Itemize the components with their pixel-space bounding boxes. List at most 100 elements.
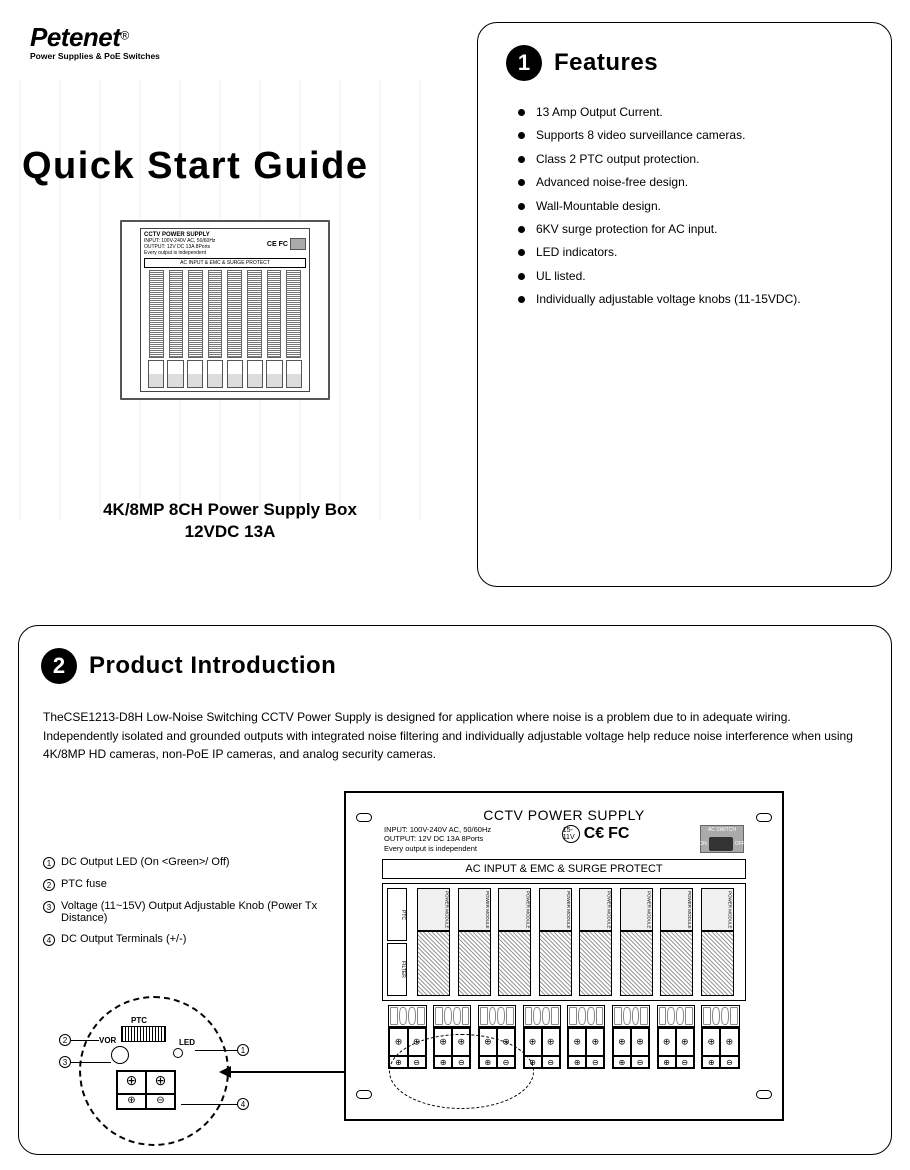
subtitle-block: 4K/8MP 8CH Power Supply Box 12VDC 13A: [30, 500, 430, 542]
term-cell-item: ⊕⊖: [701, 1005, 739, 1069]
feature-item: UL listed.: [518, 269, 801, 283]
brand-registered: ®: [120, 29, 129, 43]
filter-filter: FILTER: [387, 943, 407, 996]
mod-item: [208, 270, 223, 358]
callout-item: 1DC Output LED (On <Green>/ Off): [43, 856, 343, 869]
detail-led-block: [173, 1048, 183, 1058]
knob-range-icon: 15-11V: [562, 825, 580, 843]
feature-item: Advanced noise-free design.: [518, 175, 801, 189]
mini-terminals: [144, 360, 306, 388]
mount-hole: [356, 813, 372, 822]
feature-item: Class 2 PTC output protection.: [518, 152, 801, 166]
pm-item: POWER MODULE: [701, 888, 734, 996]
mount-hole: [756, 813, 772, 822]
mini-switch: [290, 238, 306, 250]
callout-number: 3: [43, 901, 55, 913]
features-header: 1 Features: [506, 45, 658, 81]
subtitle-line2: 12VDC 13A: [30, 522, 430, 542]
pm-item: POWER MODULE: [458, 888, 491, 996]
brand-tagline: Power Supplies & PoE Switches: [30, 51, 160, 61]
ce-mark: C€: [584, 825, 604, 843]
detail-vor-knob: [111, 1046, 129, 1064]
mini-modules: [144, 270, 306, 358]
feature-item: LED indicators.: [518, 245, 801, 259]
mod-item: [247, 270, 262, 358]
mini-spec3: Every output is independent: [144, 250, 215, 256]
fc-mark: FC: [608, 825, 629, 843]
section-number-2: 2: [41, 648, 77, 684]
detail-label-vor: VOR: [99, 1036, 116, 1045]
detail-zoom-circle: PTC VOR LED ⊕⊕ ⊕⊖ 2 3 1 4: [79, 996, 229, 1146]
features-title: Features: [554, 49, 658, 77]
term-item: [286, 360, 302, 388]
detail-ptc-block: [121, 1026, 166, 1042]
device-spec-output: OUTPUT: 12V DC 13A 8Ports: [384, 834, 491, 843]
feature-item: Individually adjustable voltage knobs (1…: [518, 292, 801, 306]
term-cell-item: ⊕⊖: [523, 1005, 561, 1069]
detail-label-led: LED: [179, 1038, 195, 1047]
pm-item: POWER MODULE: [660, 888, 693, 996]
term-cell-item: ⊕⊖: [657, 1005, 695, 1069]
term-item: [266, 360, 282, 388]
term-cell-item: ⊕⊖: [478, 1005, 516, 1069]
subtitle-line1: 4K/8MP 8CH Power Supply Box: [30, 500, 430, 520]
pointer-3: 3: [59, 1056, 71, 1068]
device-protect-bar: AC INPUT & EMC & SURGE PROTECT: [382, 859, 746, 879]
detail-terminal-block: ⊕⊕ ⊕⊖: [116, 1070, 176, 1110]
switch-rocker: [709, 837, 733, 851]
mount-hole: [356, 1090, 372, 1099]
callout-number: 2: [43, 879, 55, 891]
pointer-2: 2: [59, 1034, 71, 1046]
switch-on: ON: [699, 841, 707, 847]
pm-item: POWER MODULE: [417, 888, 450, 996]
pointer-4: 4: [237, 1098, 249, 1110]
intro-title: Product Introduction: [89, 652, 336, 680]
device-spec-input: INPUT: 100V-240V AC, 50/60Hz: [384, 825, 491, 834]
term-cell-item: ⊕⊖: [612, 1005, 650, 1069]
callout-number: 4: [43, 934, 55, 946]
device-mini: CCTV POWER SUPPLY INPUT: 100V-240V AC, 5…: [140, 228, 310, 392]
terminal-row: ⊕⊖⊕⊖⊕⊖⊕⊖⊕⊖⊕⊖⊕⊖⊕⊖: [382, 1001, 746, 1069]
term-item: [227, 360, 243, 388]
feature-item: 6KV surge protection for AC input.: [518, 222, 801, 236]
pointer-line-1: [195, 1050, 237, 1051]
feature-item: Wall-Mountable design.: [518, 199, 801, 213]
term-item: [207, 360, 223, 388]
features-list: 13 Amp Output Current.Supports 8 video s…: [518, 105, 801, 316]
ac-switch: AC SWITCH ON OFF: [700, 825, 744, 853]
section-number-1: 1: [506, 45, 542, 81]
mod-item: [188, 270, 203, 358]
term-item: [247, 360, 263, 388]
mini-fc: FC: [279, 241, 288, 248]
pointer-line-3: [71, 1062, 111, 1063]
pm-item: POWER MODULE: [539, 888, 572, 996]
mod-item: [227, 270, 242, 358]
pointer-line-2: [71, 1040, 99, 1041]
callout-text: PTC fuse: [61, 878, 107, 890]
pm-item: POWER MODULE: [579, 888, 612, 996]
filter-block: PTC FILTER: [387, 888, 407, 996]
callout-item: 4DC Output Terminals (+/-): [43, 933, 343, 946]
term-item: [148, 360, 164, 388]
intro-paragraph: TheCSE1213-D8H Low-Noise Switching CCTV …: [43, 708, 867, 764]
term-cell-item: ⊕⊖: [433, 1005, 471, 1069]
mini-ce: CE: [267, 241, 277, 248]
mod-item: [149, 270, 164, 358]
pm-item: POWER MODULE: [498, 888, 531, 996]
detail-label-ptc: PTC: [131, 1016, 147, 1025]
intro-header: 2 Product Introduction: [41, 648, 336, 684]
pointer-line-4: [181, 1104, 237, 1105]
brand-block: Petenet® Power Supplies & PoE Switches: [30, 22, 160, 61]
power-module-row: POWER MODULEPOWER MODULEPOWER MODULEPOWE…: [410, 888, 741, 996]
term-item: [167, 360, 183, 388]
callout-number: 1: [43, 857, 55, 869]
callout-item: 2 PTC fuse: [43, 878, 343, 891]
term-cell-item: ⊕⊖: [388, 1005, 426, 1069]
filter-ptc: PTC: [387, 888, 407, 941]
switch-off: OFF: [735, 841, 745, 847]
switch-label: AC SWITCH: [708, 827, 736, 833]
callout-list: 1DC Output LED (On <Green>/ Off) 2 PTC fus…: [43, 856, 343, 955]
term-item: [187, 360, 203, 388]
feature-item: Supports 8 video surveillance cameras.: [518, 128, 801, 142]
product-figure-small: CCTV POWER SUPPLY INPUT: 100V-240V AC, 5…: [120, 220, 330, 400]
